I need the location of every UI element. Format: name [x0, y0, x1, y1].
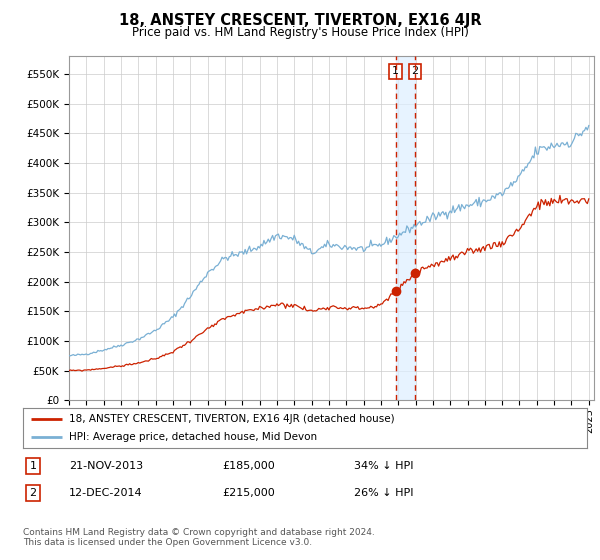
Text: 18, ANSTEY CRESCENT, TIVERTON, EX16 4JR: 18, ANSTEY CRESCENT, TIVERTON, EX16 4JR	[119, 13, 481, 29]
Text: Price paid vs. HM Land Registry's House Price Index (HPI): Price paid vs. HM Land Registry's House …	[131, 26, 469, 39]
Text: 2: 2	[29, 488, 37, 498]
Text: Contains HM Land Registry data © Crown copyright and database right 2024.
This d: Contains HM Land Registry data © Crown c…	[23, 528, 374, 547]
Text: 1: 1	[392, 67, 399, 77]
Text: 34% ↓ HPI: 34% ↓ HPI	[354, 461, 413, 471]
Text: 12-DEC-2014: 12-DEC-2014	[69, 488, 143, 498]
Text: £185,000: £185,000	[222, 461, 275, 471]
Bar	[396, 56, 415, 400]
Text: 2: 2	[412, 67, 419, 77]
Text: 21-NOV-2013: 21-NOV-2013	[69, 461, 143, 471]
Text: HPI: Average price, detached house, Mid Devon: HPI: Average price, detached house, Mid …	[69, 432, 317, 442]
Text: 18, ANSTEY CRESCENT, TIVERTON, EX16 4JR (detached house): 18, ANSTEY CRESCENT, TIVERTON, EX16 4JR …	[69, 414, 395, 423]
Text: 1: 1	[29, 461, 37, 471]
Text: £215,000: £215,000	[222, 488, 275, 498]
Text: 26% ↓ HPI: 26% ↓ HPI	[354, 488, 413, 498]
